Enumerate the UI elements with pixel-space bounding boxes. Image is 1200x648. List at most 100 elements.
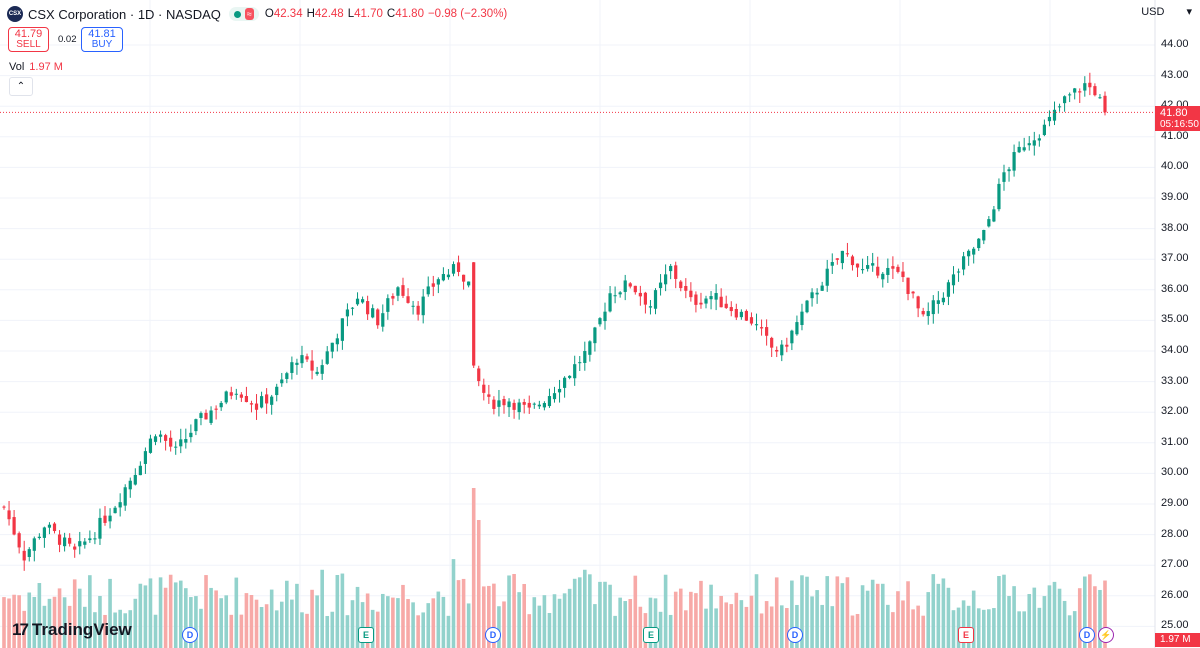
volume-bar bbox=[269, 589, 274, 648]
buy-button[interactable]: 41.81 BUY bbox=[81, 27, 123, 52]
dividend-event-icon[interactable]: D bbox=[1079, 627, 1095, 643]
volume-bar bbox=[658, 611, 663, 648]
candle-body bbox=[956, 271, 961, 273]
volume-bar bbox=[426, 603, 431, 648]
candle-body bbox=[68, 537, 72, 544]
price-axis-label: 30.00 bbox=[1161, 466, 1189, 479]
volume-bar bbox=[1098, 589, 1102, 648]
high-value: 42.48 bbox=[314, 8, 344, 20]
candle-body bbox=[98, 517, 102, 539]
volume-bar bbox=[835, 576, 840, 648]
symbol-title[interactable]: CSX Corporation · 1D · NASDAQ bbox=[28, 6, 221, 22]
candle-body bbox=[1027, 143, 1031, 146]
tradingview-logo[interactable]: 17 TradingView bbox=[12, 620, 132, 640]
volume-bar bbox=[264, 604, 269, 648]
price-axis-label: 43.00 bbox=[1161, 68, 1189, 81]
candle-body bbox=[881, 273, 885, 280]
candle-body bbox=[623, 280, 627, 292]
dividend-event-icon[interactable]: D bbox=[787, 627, 803, 643]
candle-body bbox=[830, 262, 834, 266]
brand-name: TradingView bbox=[31, 620, 132, 639]
volume-bar bbox=[583, 569, 587, 648]
volume-bar bbox=[375, 611, 380, 648]
close-value: 41.80 bbox=[395, 8, 424, 20]
candle-body bbox=[416, 305, 420, 315]
candle-body bbox=[1103, 95, 1107, 113]
volume-legend[interactable]: Vol 1.97 M bbox=[9, 61, 63, 73]
candle-body bbox=[613, 295, 617, 297]
dividend-event-icon[interactable]: D bbox=[182, 627, 198, 643]
volume-bar bbox=[638, 606, 643, 648]
split-event-icon[interactable]: ⚡ bbox=[1098, 627, 1114, 643]
volume-bar bbox=[123, 613, 128, 648]
volume-bar bbox=[532, 597, 537, 648]
candle-body bbox=[143, 451, 148, 464]
company-logo: CSX bbox=[7, 6, 23, 22]
candle-body bbox=[694, 294, 698, 305]
volume-bar bbox=[32, 596, 37, 648]
volume-bar bbox=[891, 612, 895, 648]
candle-body bbox=[7, 510, 11, 520]
volume-bar bbox=[724, 602, 729, 648]
candle-body bbox=[734, 309, 738, 318]
candle-body bbox=[527, 402, 531, 408]
candle-body bbox=[972, 248, 976, 255]
currency-selector[interactable]: USD ▾ bbox=[1141, 5, 1192, 19]
volume-bar bbox=[865, 590, 870, 648]
candle-body bbox=[633, 285, 637, 293]
volume-bar bbox=[896, 591, 900, 648]
candle-body bbox=[1093, 86, 1097, 96]
volume-bar bbox=[411, 602, 415, 648]
candle-body bbox=[376, 309, 380, 326]
volume-bar bbox=[598, 581, 602, 648]
volume-bar bbox=[1088, 574, 1092, 648]
candle-body bbox=[573, 364, 577, 379]
market-status[interactable]: ≈ bbox=[228, 7, 259, 21]
open-label: O bbox=[264, 8, 274, 20]
volume-bar bbox=[921, 615, 925, 648]
volume-bar bbox=[72, 579, 77, 648]
volume-bar bbox=[744, 606, 749, 648]
volume-bar bbox=[224, 595, 229, 648]
volume-bar bbox=[466, 603, 471, 648]
candle-body bbox=[63, 537, 67, 547]
volume-bar bbox=[572, 578, 577, 648]
candle-body bbox=[118, 502, 122, 508]
candle-body bbox=[674, 265, 678, 279]
candle-body bbox=[37, 536, 41, 538]
earnings-event-icon[interactable]: E bbox=[958, 627, 974, 643]
candle-body bbox=[254, 403, 259, 410]
volume-bar bbox=[365, 593, 370, 648]
volume-bar bbox=[350, 600, 355, 648]
volume-bar bbox=[279, 601, 284, 648]
bar-countdown: 05:16:50 bbox=[1160, 119, 1199, 130]
candle-body bbox=[557, 388, 562, 393]
volume-bar bbox=[471, 488, 476, 648]
candle-body bbox=[583, 351, 587, 363]
candle-body bbox=[461, 274, 466, 282]
volume-bar bbox=[178, 580, 183, 648]
candle-body bbox=[785, 344, 789, 347]
volume-bar bbox=[451, 559, 456, 648]
volume-bar bbox=[764, 601, 769, 648]
candle-body bbox=[350, 307, 355, 309]
earnings-event-icon[interactable]: E bbox=[643, 627, 659, 643]
dividend-event-icon[interactable]: D bbox=[485, 627, 501, 643]
candle-body bbox=[451, 264, 456, 274]
volume-bar bbox=[603, 581, 607, 648]
candle-body bbox=[123, 487, 127, 506]
candle-body bbox=[790, 330, 794, 344]
candle-body bbox=[840, 250, 844, 264]
candle-body bbox=[406, 296, 410, 303]
volume-bar bbox=[128, 610, 133, 648]
volume-bar bbox=[421, 612, 425, 648]
sell-button[interactable]: 41.79 SELL bbox=[8, 27, 49, 52]
earnings-event-icon[interactable]: E bbox=[358, 627, 374, 643]
volume-bar bbox=[487, 585, 491, 648]
collapse-legend-button[interactable]: ⌃ bbox=[9, 77, 33, 96]
volume-label: Vol bbox=[9, 61, 25, 73]
candle-body bbox=[1042, 124, 1046, 136]
volume-bar bbox=[1017, 611, 1021, 648]
volume-bar bbox=[88, 575, 92, 648]
